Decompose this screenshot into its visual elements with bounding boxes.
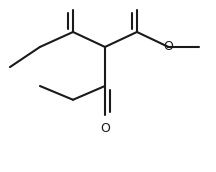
Text: O: O: [68, 0, 78, 3]
Text: O: O: [164, 40, 173, 53]
Text: O: O: [100, 122, 110, 135]
Text: O: O: [132, 0, 142, 3]
